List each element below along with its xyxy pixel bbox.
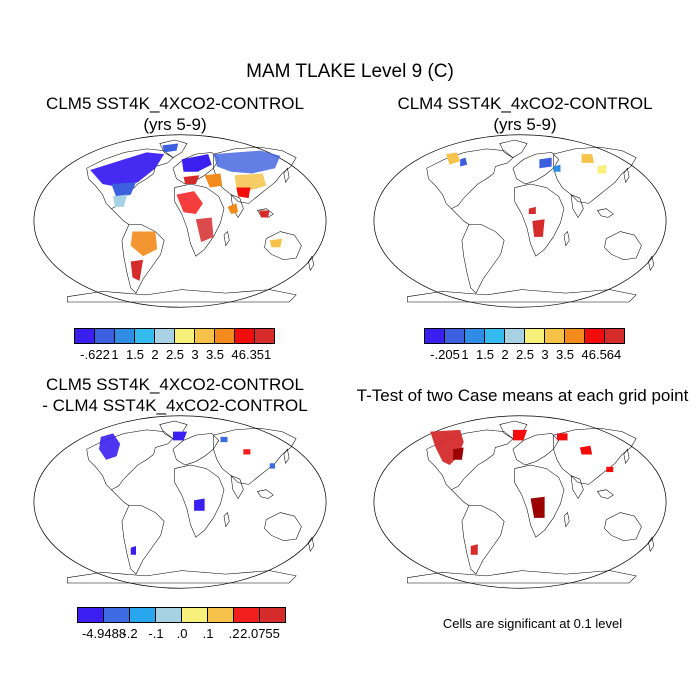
colorbar-swatch — [233, 607, 260, 623]
colorbar-tick-label: -.622 — [80, 347, 110, 362]
colorbar-swatch — [464, 328, 485, 344]
panel-1-title-line2: (yrs 5-9) — [143, 115, 207, 134]
data-cells — [99, 431, 276, 555]
colorbar-swatch — [194, 328, 215, 344]
colorbar-swatch — [207, 607, 234, 623]
panel-2-title-line2: (yrs 5-9) — [493, 115, 557, 134]
colorbar-swatch — [134, 328, 155, 344]
panel-3-title: CLM5 SST4K_4XCO2-CONTROL - CLM4 SST4K_4x… — [15, 374, 335, 416]
colorbar-tick-label: 1.5 — [475, 347, 495, 362]
colorbar-panel-1 — [74, 328, 275, 344]
colorbar-tick-label: .0 — [176, 626, 188, 641]
map-panel-2 — [373, 134, 667, 308]
panel-1-title: CLM5 SST4K_4XCO2-CONTROL (yrs 5-9) — [15, 93, 335, 135]
colorbar-swatch — [114, 328, 135, 344]
colorbar-tick-label: 4 — [581, 347, 589, 362]
panel-4-title-line1: T-Test of two Case means at each grid po… — [356, 386, 689, 405]
colorbar-tick-label: 3 — [191, 347, 199, 362]
colorbar-tick-label: -4.9488 — [81, 626, 127, 641]
map-border — [33, 134, 327, 308]
panel-1-title-line1: CLM5 SST4K_4XCO2-CONTROL — [46, 94, 304, 113]
colorbar-panel-3 — [77, 607, 286, 623]
significance-note: Cells are significant at 0.1 level — [442, 616, 623, 631]
colorbar-swatch — [254, 328, 275, 344]
colorbar-swatch — [74, 328, 95, 344]
colorbar-tick-label: 2 — [501, 347, 509, 362]
colorbar-swatch — [129, 607, 156, 623]
colorbar-swatch — [154, 328, 175, 344]
colorbar-tick-label: 2.5 — [515, 347, 535, 362]
colorbar-tick-label: -.205 — [430, 347, 460, 362]
figure-title: MAM TLAKE Level 9 (C) — [246, 61, 454, 82]
colorbar-tick-label: 2 — [151, 347, 159, 362]
colorbar-swatch — [604, 328, 625, 344]
map-border — [33, 415, 327, 589]
colorbar-swatch — [444, 328, 465, 344]
colorbar-tick-label: 3 — [541, 347, 549, 362]
colorbar-tick-label: -.1 — [148, 626, 164, 641]
colorbar-swatch — [524, 328, 545, 344]
panel-4-title: T-Test of two Case means at each grid po… — [345, 385, 700, 406]
colorbar-tick-label: 1 — [111, 347, 119, 362]
colorbar-swatch — [214, 328, 235, 344]
map-panel-1 — [33, 134, 327, 308]
map-border — [373, 134, 667, 308]
panel-3-title-line1: CLM5 SST4K_4XCO2-CONTROL — [46, 375, 304, 394]
colorbar-swatch — [94, 328, 115, 344]
colorbar-swatch — [155, 607, 182, 623]
colorbar-tick-label: 3.5 — [205, 347, 225, 362]
colorbar-swatch — [181, 607, 208, 623]
colorbar-tick-label: 2.0755 — [240, 626, 280, 641]
colorbar-tick-label: 1.5 — [125, 347, 145, 362]
colorbar-swatch — [424, 328, 445, 344]
colorbar-panel-2 — [424, 328, 625, 344]
map-panel-4 — [373, 415, 667, 589]
colorbar-tick-label: 3.5 — [555, 347, 575, 362]
colorbar-tick-label: 6.351 — [238, 347, 272, 362]
data-cells — [90, 143, 283, 281]
colorbar-tick-label: 1 — [461, 347, 469, 362]
panel-2-title: CLM4 SST4K_4xCO2-CONTROL (yrs 5-9) — [365, 93, 685, 135]
colorbar-tick-label: 2.5 — [165, 347, 185, 362]
colorbar-tick-label: .1 — [202, 626, 214, 641]
colorbar-swatch — [234, 328, 255, 344]
map-border — [373, 415, 667, 589]
colorbar-swatch — [77, 607, 104, 623]
colorbar-tick-label: 4 — [231, 347, 239, 362]
panel-2-title-line1: CLM4 SST4K_4xCO2-CONTROL — [397, 94, 653, 113]
colorbar-swatch — [544, 328, 565, 344]
colorbar-swatch — [174, 328, 195, 344]
colorbar-swatch — [504, 328, 525, 344]
colorbar-swatch — [103, 607, 130, 623]
data-cells — [446, 152, 607, 237]
colorbar-tick-label: -.2 — [122, 626, 138, 641]
colorbar-tick-label: 6.564 — [588, 347, 622, 362]
colorbar-swatch — [584, 328, 605, 344]
panel-3-title-line2: - CLM4 SST4K_4xCO2-CONTROL — [42, 396, 308, 415]
significant-cells — [430, 429, 614, 555]
colorbar-tick-label: .2 — [228, 626, 240, 641]
map-panel-3 — [33, 415, 327, 589]
colorbar-swatch — [564, 328, 585, 344]
colorbar-swatch — [484, 328, 505, 344]
colorbar-swatch — [259, 607, 286, 623]
